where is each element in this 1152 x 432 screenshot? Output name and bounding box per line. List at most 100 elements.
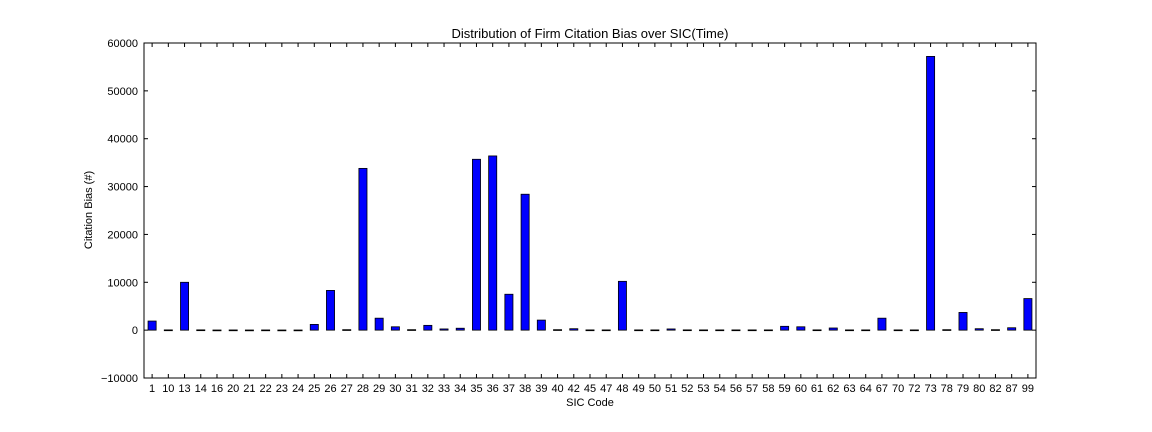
bar-sic-22 — [262, 330, 270, 331]
y-tick-label: 50000 — [107, 86, 138, 98]
x-tick-label: 82 — [989, 383, 1001, 395]
x-tick-label: 34 — [454, 383, 466, 395]
bar-sic-67 — [878, 318, 886, 330]
bar-sic-23 — [278, 330, 286, 331]
bar-sic-14 — [197, 330, 205, 331]
x-tick-label: 20 — [227, 383, 239, 395]
bar-sic-21 — [245, 330, 253, 331]
bar-sic-99 — [1024, 299, 1032, 331]
x-tick-label: 62 — [827, 383, 839, 395]
x-tick-label: 40 — [551, 383, 563, 395]
bar-sic-47 — [602, 330, 610, 331]
bar-sic-49 — [635, 330, 643, 331]
x-tick-label: 99 — [1022, 383, 1034, 395]
bar-sic-80 — [975, 329, 983, 330]
x-tick-label: 63 — [843, 383, 855, 395]
x-tick-label: 13 — [178, 383, 190, 395]
x-tick-label: 33 — [438, 383, 450, 395]
x-tick-label: 36 — [487, 383, 499, 395]
x-tick-label: 1 — [149, 383, 155, 395]
x-tick-label: 57 — [746, 383, 758, 395]
x-tick-label: 42 — [568, 383, 580, 395]
x-tick-label: 24 — [292, 383, 304, 395]
x-tick-label: 32 — [422, 383, 434, 395]
x-tick-label: 47 — [600, 383, 612, 395]
bar-sic-57 — [748, 330, 756, 331]
bar-sic-59 — [781, 326, 789, 330]
bar-sic-27 — [343, 330, 351, 331]
y-axis-label: Citation Bias (#) — [83, 171, 95, 249]
bar-sic-58 — [764, 330, 772, 331]
bar-sic-50 — [651, 330, 659, 331]
x-tick-label: 48 — [616, 383, 628, 395]
x-tick-label: 37 — [503, 383, 515, 395]
bar-series — [148, 56, 1032, 330]
bar-sic-82 — [991, 330, 999, 331]
bar-sic-60 — [797, 327, 805, 330]
bar-sic-79 — [959, 312, 967, 330]
x-axis-ticks: 1101314162021222324252627282930313233343… — [149, 43, 1034, 395]
y-tick-label: −10000 — [101, 373, 138, 385]
bar-sic-32 — [424, 325, 432, 330]
bar-sic-37 — [505, 294, 513, 330]
bar-sic-61 — [813, 330, 821, 331]
x-tick-label: 27 — [341, 383, 353, 395]
bar-sic-73 — [927, 56, 935, 330]
bar-sic-31 — [408, 330, 416, 331]
y-tick-label: 0 — [132, 325, 138, 337]
x-tick-label: 49 — [633, 383, 645, 395]
x-tick-label: 64 — [860, 383, 872, 395]
bar-sic-1 — [148, 321, 156, 330]
bar-sic-78 — [943, 330, 951, 331]
chart-title: Distribution of Firm Citation Bias over … — [452, 26, 729, 41]
x-tick-label: 26 — [324, 383, 336, 395]
bar-sic-70 — [894, 330, 902, 331]
x-tick-label: 29 — [373, 383, 385, 395]
x-tick-label: 30 — [389, 383, 401, 395]
x-tick-label: 51 — [665, 383, 677, 395]
bar-sic-34 — [456, 328, 464, 330]
bar-sic-42 — [570, 329, 578, 330]
bar-sic-38 — [521, 194, 529, 330]
bar-sic-72 — [910, 330, 918, 331]
x-tick-label: 45 — [584, 383, 596, 395]
x-tick-label: 72 — [908, 383, 920, 395]
x-tick-label: 22 — [260, 383, 272, 395]
bar-sic-35 — [472, 159, 480, 330]
x-tick-label: 10 — [162, 383, 174, 395]
x-tick-label: 87 — [1006, 383, 1018, 395]
x-tick-label: 21 — [243, 383, 255, 395]
bar-sic-29 — [375, 318, 383, 330]
x-tick-label: 16 — [211, 383, 223, 395]
x-tick-label: 31 — [405, 383, 417, 395]
x-tick-label: 14 — [195, 383, 207, 395]
x-tick-label: 56 — [730, 383, 742, 395]
x-tick-label: 79 — [957, 383, 969, 395]
bar-sic-54 — [716, 330, 724, 331]
x-tick-label: 61 — [811, 383, 823, 395]
x-tick-label: 58 — [762, 383, 774, 395]
plot-frame — [144, 43, 1036, 378]
bar-sic-28 — [359, 168, 367, 330]
x-tick-label: 54 — [714, 383, 726, 395]
bar-sic-52 — [683, 330, 691, 331]
x-tick-label: 23 — [276, 383, 288, 395]
y-tick-label: 40000 — [107, 134, 138, 146]
x-tick-label: 53 — [697, 383, 709, 395]
bar-sic-62 — [829, 328, 837, 330]
x-tick-label: 70 — [892, 383, 904, 395]
y-tick-label: 20000 — [107, 229, 138, 241]
bar-sic-87 — [1008, 328, 1016, 330]
bar-sic-24 — [294, 330, 302, 331]
bar-sic-25 — [310, 324, 318, 330]
y-tick-label: 10000 — [107, 277, 138, 289]
bar-sic-20 — [229, 330, 237, 331]
x-tick-label: 73 — [924, 383, 936, 395]
x-tick-label: 80 — [973, 383, 985, 395]
bar-sic-26 — [326, 290, 334, 330]
bar-sic-63 — [845, 330, 853, 331]
x-tick-label: 39 — [535, 383, 547, 395]
bar-sic-51 — [667, 329, 675, 330]
bar-sic-45 — [586, 330, 594, 331]
bar-sic-30 — [391, 327, 399, 330]
